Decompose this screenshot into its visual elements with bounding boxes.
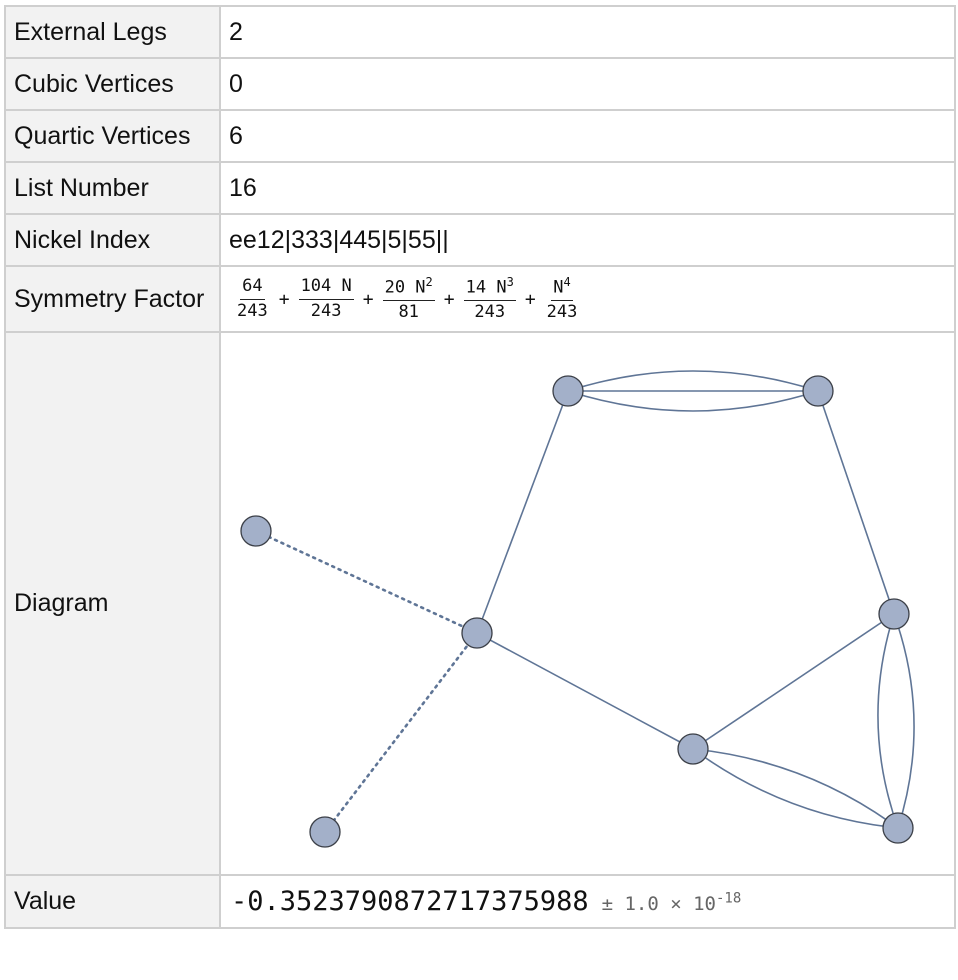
row-list-number: List Number 16 [4,161,956,215]
row-label: Nickel Index [4,213,221,267]
diagram-cell [219,331,956,876]
symmetry-fraction: 20 N2 81 [382,275,435,323]
vertex-node [461,617,493,649]
value-number: -0.3523790872717375988 [231,886,589,917]
value-cell: -0.3523790872717375988 ± 1.0 × 10-18 [219,874,956,929]
plus-operator: + [362,288,374,310]
external-leg-edge [254,529,479,635]
symmetry-fraction: 64 243 [235,276,270,321]
row-label: Quartic Vertices [4,109,221,163]
propagator-edge [893,613,915,829]
vertex-node [802,375,834,407]
symmetry-fraction: 104 N 243 [298,276,354,321]
uncertainty-prefix: ± 1.0 × 10 [601,893,716,915]
row-symmetry-factor: Symmetry Factor 64 243 +104 N 243 +20 N2 81 +1… [4,265,956,333]
propagator-edge [692,748,899,829]
row-label: Value [4,874,221,929]
row-label: Cubic Vertices [4,57,221,111]
row-quartic-vertices: Quartic Vertices 6 [4,109,956,163]
fraction-denominator: 243 [310,300,342,321]
symmetry-fraction: 14 N3 243 [463,275,516,323]
vertex-node [878,598,910,630]
fraction-denominator: 243 [474,301,506,322]
propagator-edge [567,370,819,392]
propagator-edge [817,390,895,615]
fraction-numerator: N4 [551,275,573,301]
propagator-edge [692,748,899,829]
propagator-edge [476,390,569,634]
value-uncertainty: ± 1.0 × 10-18 [601,890,742,915]
plus-operator: + [278,288,290,310]
fraction-numerator: 64 [240,276,265,300]
vertex-node [552,375,584,407]
external-node [309,816,341,848]
row-value: 6 [219,109,956,163]
fraction-numerator: 14 N3 [463,275,516,301]
fraction-denominator: 243 [546,301,578,322]
fraction-numerator: 20 N2 [382,275,435,301]
row-value: ee12|333|445|5|55|| [219,213,956,267]
symmetry-fraction: N4 243 [545,275,580,323]
fraction-numerator: 104 N [298,276,354,300]
external-leg-edge [323,631,479,834]
vertex-node [882,812,914,844]
feynman-diagram [240,370,915,848]
row-label: Diagram [4,331,221,876]
propagator-edge [877,613,899,829]
row-nickel-index: Nickel Index ee12|333|445|5|55|| [4,213,956,267]
row-cubic-vertices: Cubic Vertices 0 [4,57,956,111]
row-value: 2 [219,5,956,59]
propagator-edge [567,390,819,412]
properties-table: External Legs 2 Cubic Vertices 0 Quartic… [4,5,956,929]
propagator-edge [476,632,694,750]
row-value-result: Value -0.3523790872717375988 ± 1.0 × 10-… [4,874,956,929]
row-diagram: Diagram [4,331,956,876]
row-external-legs: External Legs 2 [4,5,956,59]
external-node [240,515,272,547]
row-value: 0 [219,57,956,111]
plus-operator: + [524,288,536,310]
fraction-denominator: 243 [237,300,268,321]
uncertainty-exponent: -18 [715,890,742,907]
row-value: 16 [219,161,956,215]
row-label: Symmetry Factor [4,265,221,333]
row-label: External Legs [4,5,221,59]
vertex-node [677,733,709,765]
propagator-edge [692,613,895,750]
plus-operator: + [443,288,455,310]
row-label: List Number [4,161,221,215]
symmetry-factor-expression: 64 243 +104 N 243 +20 N2 81 +14 N3 243 + N4 243 [219,265,956,333]
fraction-denominator: 81 [398,301,419,322]
symmetry-factor-terms: 64 243 +104 N 243 +20 N2 81 +14 N3 243 + N4 243 [229,275,946,323]
